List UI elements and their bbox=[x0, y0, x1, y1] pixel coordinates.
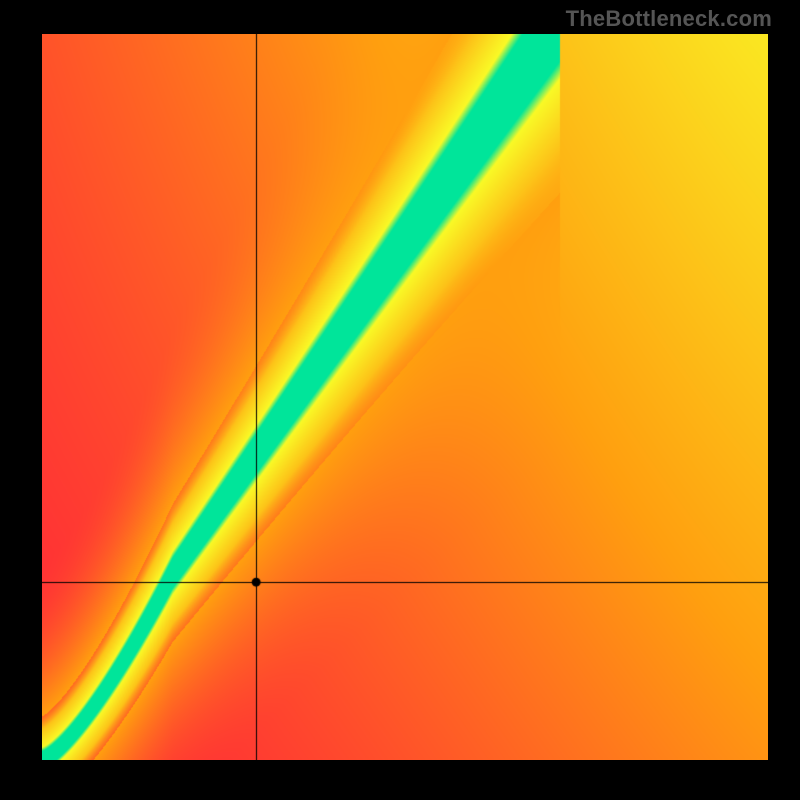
watermark-text: TheBottleneck.com bbox=[566, 6, 772, 32]
bottleneck-heatmap bbox=[42, 34, 768, 760]
heatmap-canvas bbox=[42, 34, 768, 760]
figure-container: TheBottleneck.com bbox=[0, 0, 800, 800]
